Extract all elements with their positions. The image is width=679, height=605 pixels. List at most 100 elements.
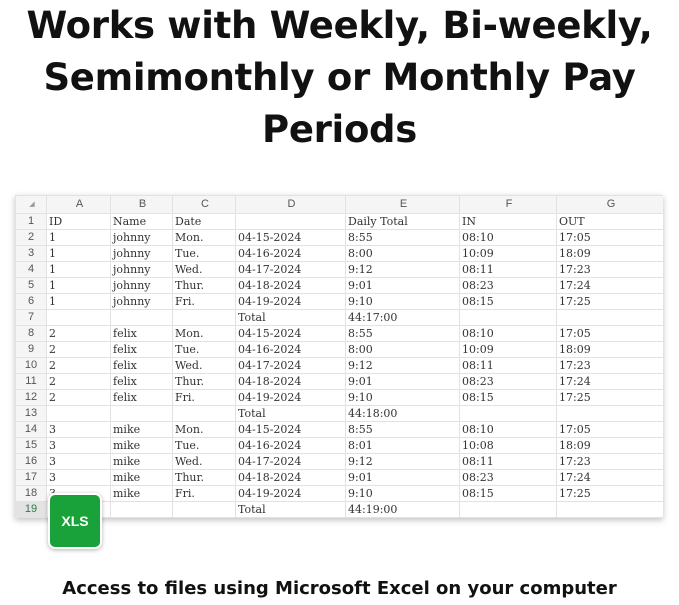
column-header-b[interactable]: B [110, 195, 173, 214]
cell-c[interactable] [172, 501, 236, 518]
cell-b[interactable]: felix [110, 389, 173, 406]
cell-d[interactable]: 04-16-2024 [235, 437, 346, 454]
cell-e[interactable]: 44:17:00 [345, 309, 460, 326]
cell-f[interactable] [459, 405, 557, 422]
cell-g[interactable]: 17:23 [556, 357, 663, 374]
cell-b[interactable]: johnny [110, 261, 173, 278]
cell-c[interactable]: Wed. [172, 357, 236, 374]
cell-e[interactable]: 8:00 [345, 245, 460, 262]
cell-d[interactable] [235, 213, 346, 230]
cell-d[interactable]: 04-18-2024 [235, 469, 346, 486]
cell-e[interactable]: 9:01 [345, 373, 460, 390]
cell-e[interactable]: 9:12 [345, 453, 460, 470]
row-header[interactable]: 1 [15, 213, 47, 230]
cell-f[interactable]: 08:10 [459, 229, 557, 246]
cell-g[interactable]: 17:25 [556, 485, 663, 502]
cell-d[interactable]: 04-19-2024 [235, 389, 346, 406]
row-header[interactable]: 18 [15, 485, 47, 502]
cell-f[interactable]: 10:09 [459, 341, 557, 358]
cell-e[interactable]: 9:01 [345, 469, 460, 486]
cell-a[interactable]: 2 [46, 373, 111, 390]
row-header[interactable]: 11 [15, 373, 47, 390]
cell-g[interactable]: 17:24 [556, 469, 663, 486]
cell-g[interactable]: 17:05 [556, 421, 663, 438]
cell-a[interactable]: 3 [46, 453, 111, 470]
cell-d[interactable]: 04-17-2024 [235, 261, 346, 278]
cell-e[interactable]: 8:55 [345, 229, 460, 246]
cell-g[interactable]: 17:25 [556, 293, 663, 310]
cell-e[interactable]: 8:55 [345, 421, 460, 438]
cell-g[interactable]: 18:09 [556, 341, 663, 358]
row-header[interactable]: 4 [15, 261, 47, 278]
cell-f[interactable]: 08:11 [459, 357, 557, 374]
cell-a[interactable]: 2 [46, 357, 111, 374]
cell-e[interactable]: 9:12 [345, 261, 460, 278]
cell-a[interactable]: 2 [46, 325, 111, 342]
cell-c[interactable] [172, 309, 236, 326]
cell-f[interactable]: 08:10 [459, 325, 557, 342]
column-header-g[interactable]: G [556, 195, 663, 214]
cell-g[interactable]: 18:09 [556, 437, 663, 454]
cell-c[interactable]: Mon. [172, 229, 236, 246]
cell-a[interactable]: 2 [46, 341, 111, 358]
cell-b[interactable]: Name [110, 213, 173, 230]
cell-b[interactable]: felix [110, 325, 173, 342]
cell-a[interactable]: 3 [46, 421, 111, 438]
cell-a[interactable]: 3 [46, 469, 111, 486]
cell-b[interactable]: johnny [110, 277, 173, 294]
row-header[interactable]: 19 [15, 501, 47, 518]
cell-c[interactable]: Thur. [172, 277, 236, 294]
cell-e[interactable]: 8:00 [345, 341, 460, 358]
cell-c[interactable]: Tue. [172, 437, 236, 454]
cell-g[interactable]: 17:24 [556, 373, 663, 390]
cell-b[interactable]: johnny [110, 245, 173, 262]
cell-c[interactable]: Fri. [172, 389, 236, 406]
cell-c[interactable]: Mon. [172, 325, 236, 342]
cell-d[interactable]: Total [235, 501, 346, 518]
cell-a[interactable]: 1 [46, 229, 111, 246]
cell-e[interactable]: 8:01 [345, 437, 460, 454]
cell-d[interactable]: 04-19-2024 [235, 293, 346, 310]
column-header-f[interactable]: F [459, 195, 557, 214]
row-header[interactable]: 17 [15, 469, 47, 486]
cell-d[interactable]: 04-16-2024 [235, 245, 346, 262]
cell-b[interactable]: felix [110, 373, 173, 390]
row-header[interactable]: 16 [15, 453, 47, 470]
cell-b[interactable] [110, 309, 173, 326]
cell-g[interactable]: 17:23 [556, 261, 663, 278]
row-header[interactable]: 9 [15, 341, 47, 358]
row-header[interactable]: 13 [15, 405, 47, 422]
cell-g[interactable]: 18:09 [556, 245, 663, 262]
cell-c[interactable]: Mon. [172, 421, 236, 438]
cell-g[interactable]: 17:24 [556, 277, 663, 294]
cell-f[interactable]: 08:15 [459, 293, 557, 310]
cell-a[interactable]: ID [46, 213, 111, 230]
cell-e[interactable]: Daily Total [345, 213, 460, 230]
row-header[interactable]: 14 [15, 421, 47, 438]
cell-f[interactable]: 08:23 [459, 469, 557, 486]
column-header-a[interactable]: A [46, 195, 111, 214]
cell-e[interactable]: 9:12 [345, 357, 460, 374]
cell-b[interactable]: mike [110, 469, 173, 486]
cell-e[interactable]: 8:55 [345, 325, 460, 342]
cell-f[interactable]: 10:09 [459, 245, 557, 262]
cell-a[interactable] [46, 405, 111, 422]
cell-b[interactable] [110, 501, 173, 518]
cell-g[interactable] [556, 405, 663, 422]
cell-d[interactable]: 04-15-2024 [235, 229, 346, 246]
column-header-c[interactable]: C [172, 195, 236, 214]
row-header[interactable]: 5 [15, 277, 47, 294]
cell-g[interactable] [556, 309, 663, 326]
cell-d[interactable]: Total [235, 405, 346, 422]
cell-f[interactable]: 08:15 [459, 485, 557, 502]
cell-d[interactable]: 04-15-2024 [235, 325, 346, 342]
cell-b[interactable] [110, 405, 173, 422]
cell-c[interactable]: Wed. [172, 261, 236, 278]
cell-b[interactable]: mike [110, 485, 173, 502]
cell-f[interactable]: 10:08 [459, 437, 557, 454]
cell-b[interactable]: mike [110, 421, 173, 438]
cell-f[interactable]: 08:10 [459, 421, 557, 438]
cell-d[interactable]: 04-18-2024 [235, 373, 346, 390]
cell-e[interactable]: 44:18:00 [345, 405, 460, 422]
cell-b[interactable]: mike [110, 453, 173, 470]
